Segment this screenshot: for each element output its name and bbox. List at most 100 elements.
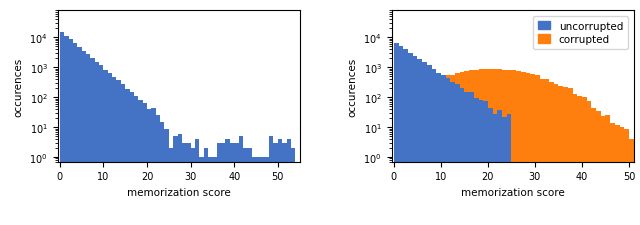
Bar <box>108 74 112 225</box>
Bar <box>291 148 295 225</box>
Bar <box>243 148 247 225</box>
Bar <box>540 79 544 225</box>
Bar <box>269 137 273 225</box>
Bar <box>112 78 116 225</box>
Bar <box>427 84 431 225</box>
Bar <box>544 80 549 225</box>
Y-axis label: occurences: occurences <box>14 57 24 116</box>
Bar <box>116 81 121 225</box>
Bar <box>403 78 408 225</box>
Bar <box>605 116 610 225</box>
Bar <box>191 148 195 225</box>
Bar <box>403 50 408 225</box>
Bar <box>408 82 413 225</box>
Bar <box>221 143 225 225</box>
Bar <box>620 128 624 225</box>
Bar <box>460 88 465 225</box>
Bar <box>507 71 511 225</box>
Bar <box>204 148 208 225</box>
Bar <box>601 116 605 225</box>
Bar <box>554 85 559 225</box>
Bar <box>577 96 582 225</box>
Bar <box>479 70 483 225</box>
Bar <box>182 143 186 225</box>
Bar <box>502 117 507 225</box>
Bar <box>77 48 81 225</box>
Bar <box>413 85 417 225</box>
Bar <box>156 116 160 225</box>
Bar <box>134 96 138 225</box>
Bar <box>164 129 169 225</box>
Bar <box>483 70 488 225</box>
Bar <box>493 69 497 225</box>
Bar <box>199 157 204 225</box>
Bar <box>160 122 164 225</box>
Bar <box>582 98 587 225</box>
Bar <box>445 79 451 225</box>
Bar <box>60 33 64 225</box>
Bar <box>138 101 143 225</box>
Bar <box>81 52 86 225</box>
Bar <box>511 71 516 225</box>
Legend: uncorrupted, corrupted: uncorrupted, corrupted <box>532 16 628 50</box>
Bar <box>287 140 291 225</box>
Bar <box>474 99 479 225</box>
Bar <box>399 47 403 225</box>
Bar <box>68 40 73 225</box>
X-axis label: memorization score: memorization score <box>461 187 564 197</box>
Bar <box>431 70 436 225</box>
Bar <box>469 93 474 225</box>
Bar <box>143 104 147 225</box>
Bar <box>563 88 568 225</box>
Bar <box>86 55 90 225</box>
Bar <box>624 129 629 225</box>
Bar <box>225 140 230 225</box>
Bar <box>441 80 445 225</box>
Bar <box>436 73 441 225</box>
Bar <box>399 70 403 225</box>
Bar <box>417 60 422 225</box>
Bar <box>436 81 441 225</box>
Bar <box>535 76 540 225</box>
Bar <box>516 72 521 225</box>
Bar <box>234 143 239 225</box>
Bar <box>90 59 95 225</box>
Bar <box>422 86 427 225</box>
Bar <box>273 143 278 225</box>
Bar <box>469 71 474 225</box>
Bar <box>521 73 525 225</box>
Bar <box>465 93 469 225</box>
Bar <box>549 83 554 225</box>
Bar <box>488 108 493 225</box>
Bar <box>195 140 199 225</box>
Bar <box>256 157 260 225</box>
Bar <box>125 89 129 225</box>
Bar <box>177 134 182 225</box>
Bar <box>559 86 563 225</box>
Bar <box>394 63 399 225</box>
Bar <box>247 148 252 225</box>
Bar <box>568 89 573 225</box>
Bar <box>104 70 108 225</box>
Bar <box>474 71 479 225</box>
Bar <box>239 137 243 225</box>
Bar <box>483 102 488 225</box>
Bar <box>169 148 173 225</box>
Bar <box>282 143 287 225</box>
Bar <box>530 75 535 225</box>
Bar <box>493 115 497 225</box>
Bar <box>610 123 615 225</box>
Bar <box>147 109 151 225</box>
Bar <box>252 157 256 225</box>
Bar <box>151 109 156 225</box>
Bar <box>95 62 99 225</box>
Bar <box>121 85 125 225</box>
Bar <box>479 101 483 225</box>
Bar <box>455 74 460 225</box>
Bar <box>460 73 465 225</box>
Bar <box>427 66 431 225</box>
Bar <box>596 111 601 225</box>
Bar <box>217 143 221 225</box>
Bar <box>278 140 282 225</box>
Bar <box>422 63 427 225</box>
